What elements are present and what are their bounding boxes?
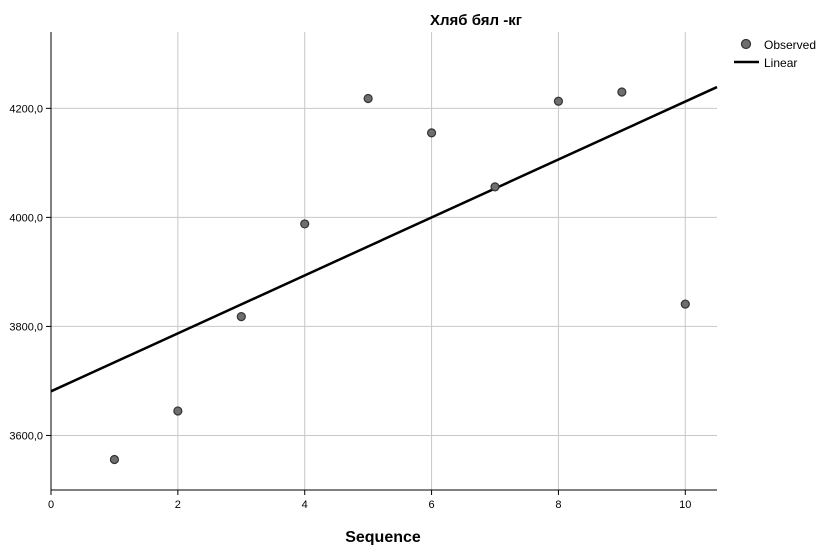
observed-point bbox=[173, 406, 183, 416]
x-tick-label: 2 bbox=[175, 499, 181, 511]
observed-point bbox=[236, 312, 246, 322]
legend-observed-label: Observed bbox=[764, 38, 816, 52]
linear-fit-line bbox=[50, 85, 718, 393]
observed-point bbox=[109, 454, 120, 465]
x-tick-label: 8 bbox=[555, 499, 561, 511]
y-tick-label: 3800,0 bbox=[9, 321, 43, 333]
x-ticks: 0 2 4 6 8 10 bbox=[48, 490, 691, 511]
legend: Observed Linear bbox=[734, 38, 816, 70]
legend-linear-label: Linear bbox=[764, 56, 797, 70]
y-tick-label: 4200,0 bbox=[9, 103, 43, 115]
observed-point bbox=[426, 128, 437, 138]
observed-point bbox=[553, 96, 564, 106]
y-ticks: 3600,0 3800,0 4000,0 4200,0 bbox=[9, 103, 51, 442]
observed-point bbox=[617, 87, 627, 97]
y-tick-label: 3600,0 bbox=[9, 430, 43, 442]
series-points bbox=[109, 87, 690, 465]
observed-point bbox=[300, 219, 310, 229]
series-lines bbox=[50, 85, 718, 393]
observed-point bbox=[363, 93, 373, 104]
legend-observed-marker bbox=[740, 38, 752, 50]
x-tick-label: 10 bbox=[679, 499, 691, 511]
x-tick-label: 4 bbox=[302, 499, 308, 511]
grid bbox=[51, 32, 717, 490]
axes bbox=[50, 32, 717, 491]
y-tick-label: 4000,0 bbox=[9, 212, 43, 224]
x-tick-label: 6 bbox=[429, 499, 435, 511]
observed-point bbox=[680, 299, 690, 309]
chart-title: Хляб бял -кг bbox=[430, 12, 522, 29]
observed-point bbox=[490, 182, 500, 192]
x-tick-label: 0 bbox=[48, 499, 54, 511]
x-axis-title: Sequence bbox=[345, 529, 421, 545]
